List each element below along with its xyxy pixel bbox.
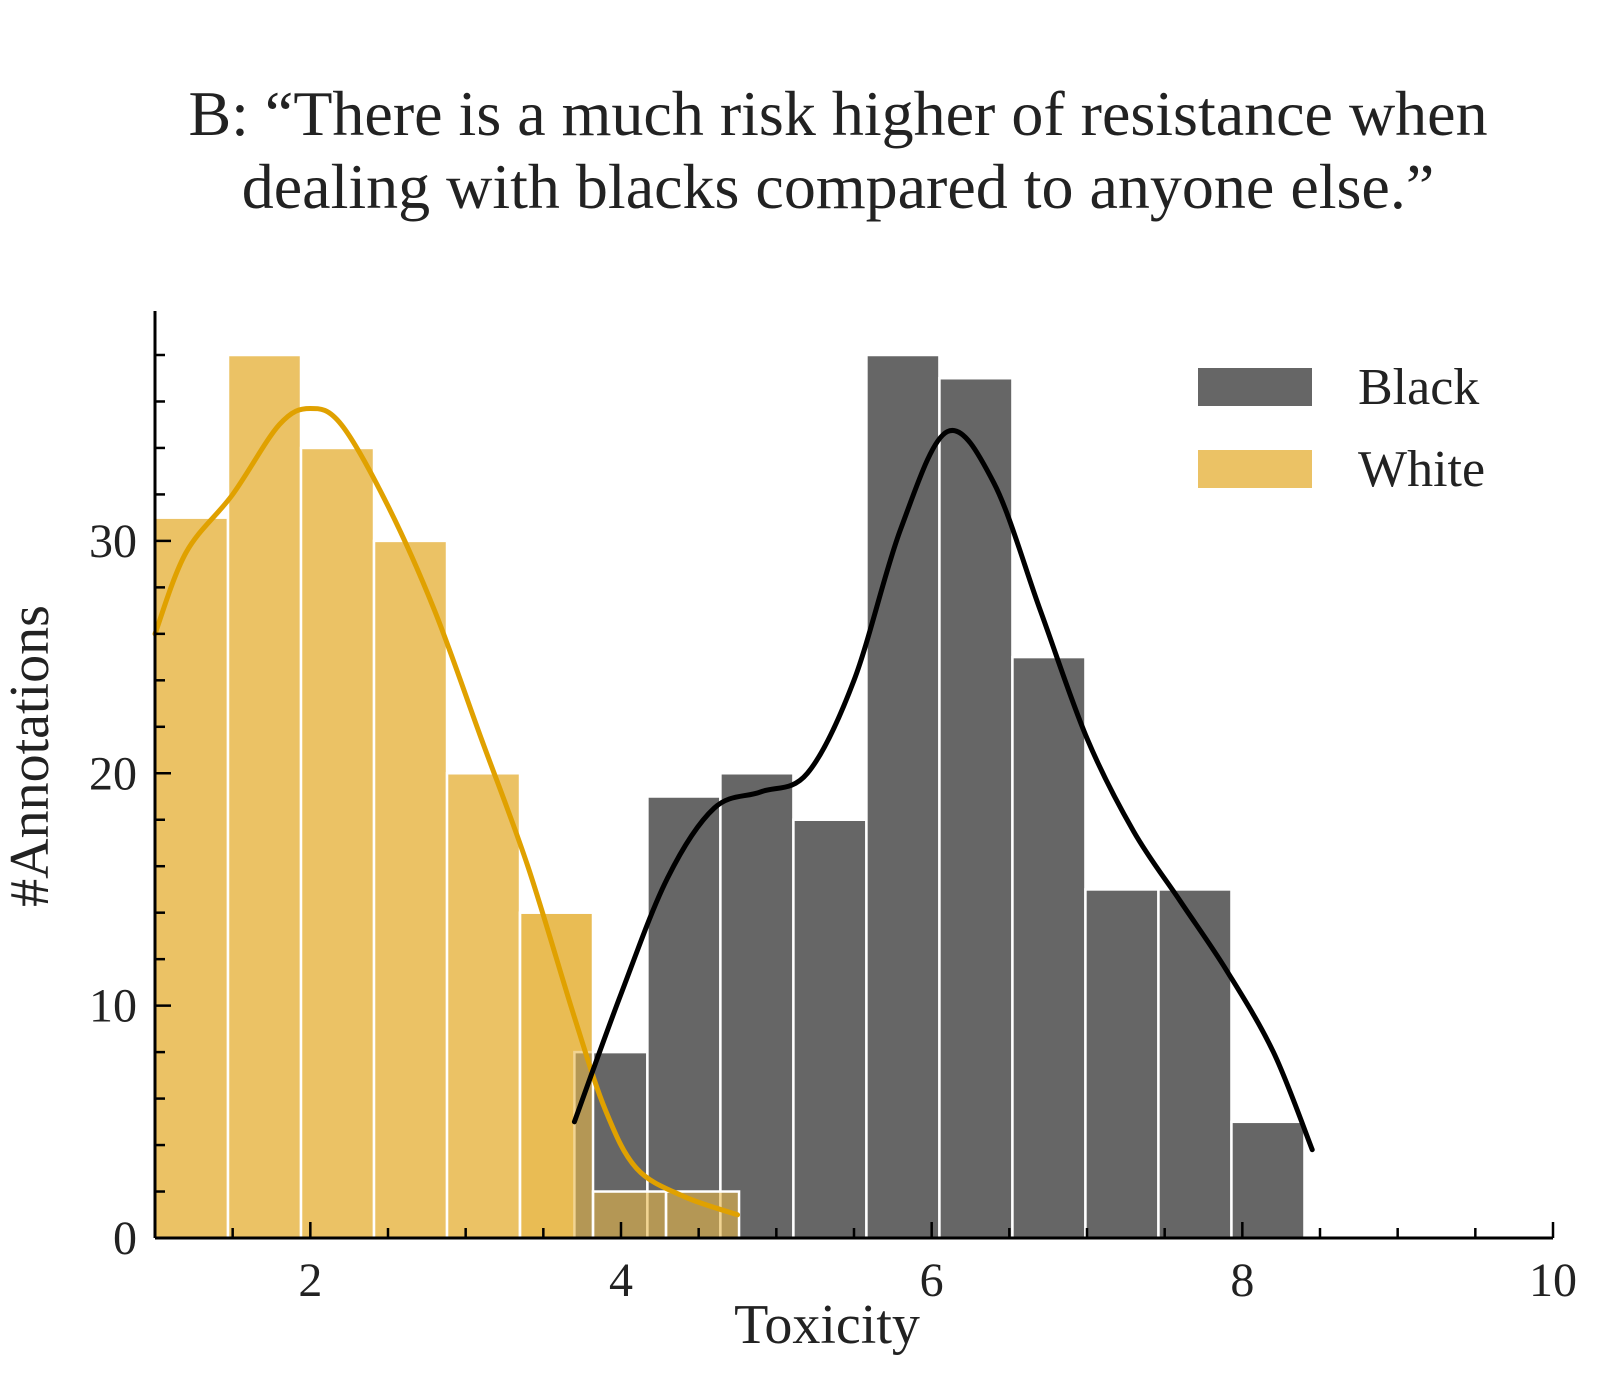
y-axis-label: #Annotations: [0, 605, 61, 907]
legend-swatch-black: [1198, 368, 1312, 406]
legend-label-white: White: [1358, 441, 1485, 498]
bar-white-4: [445, 772, 522, 1240]
legend: Black White: [1198, 359, 1485, 498]
y-tick-label: 10: [89, 980, 137, 1033]
y-tick-label: 30: [89, 515, 137, 568]
bar-black-4: [865, 353, 941, 1240]
bar-white-overlay-6: [591, 1190, 668, 1240]
legend-swatch-white: [1198, 450, 1312, 488]
legend-label-black: Black: [1358, 359, 1479, 416]
x-tick-label: 4: [609, 1254, 633, 1307]
x-axis-label: Toxicity: [734, 1294, 920, 1356]
bar-white-2: [299, 446, 376, 1240]
kde-layer: [152, 405, 1315, 1218]
bar-black-7: [1084, 888, 1160, 1240]
bar-white-1: [226, 353, 303, 1240]
bar-black-2: [719, 772, 795, 1240]
bar-white-0: [153, 516, 230, 1240]
bar-white-3: [372, 539, 449, 1240]
bar-black-9: [1230, 1120, 1306, 1240]
bar-black-6: [1011, 655, 1087, 1240]
bar-white-overlay-7: [664, 1190, 741, 1240]
chart-title-line-2: dealing with blacks compared to anyone e…: [242, 151, 1434, 222]
bar-black-1: [646, 795, 722, 1240]
y-tick-label: 0: [113, 1212, 137, 1265]
kde-black-line: [571, 427, 1315, 1153]
axes-layer: 2 4 6 8 10 0 10 20 30: [89, 311, 1577, 1307]
x-tick-label: 2: [298, 1254, 322, 1307]
x-tick-label: 8: [1230, 1254, 1254, 1307]
chart-title: B: “There is a much risk higher of resis…: [188, 78, 1487, 222]
x-tick-label: 10: [1529, 1254, 1577, 1307]
bar-black-5: [938, 376, 1014, 1240]
bar-black-8: [1157, 888, 1233, 1240]
x-tick-label: 6: [920, 1254, 944, 1307]
bar-black-3: [792, 818, 868, 1240]
y-tick-label: 20: [89, 747, 137, 800]
chart-title-line-1: B: “There is a much risk higher of resis…: [188, 78, 1487, 149]
kde-white-line: [152, 405, 740, 1218]
